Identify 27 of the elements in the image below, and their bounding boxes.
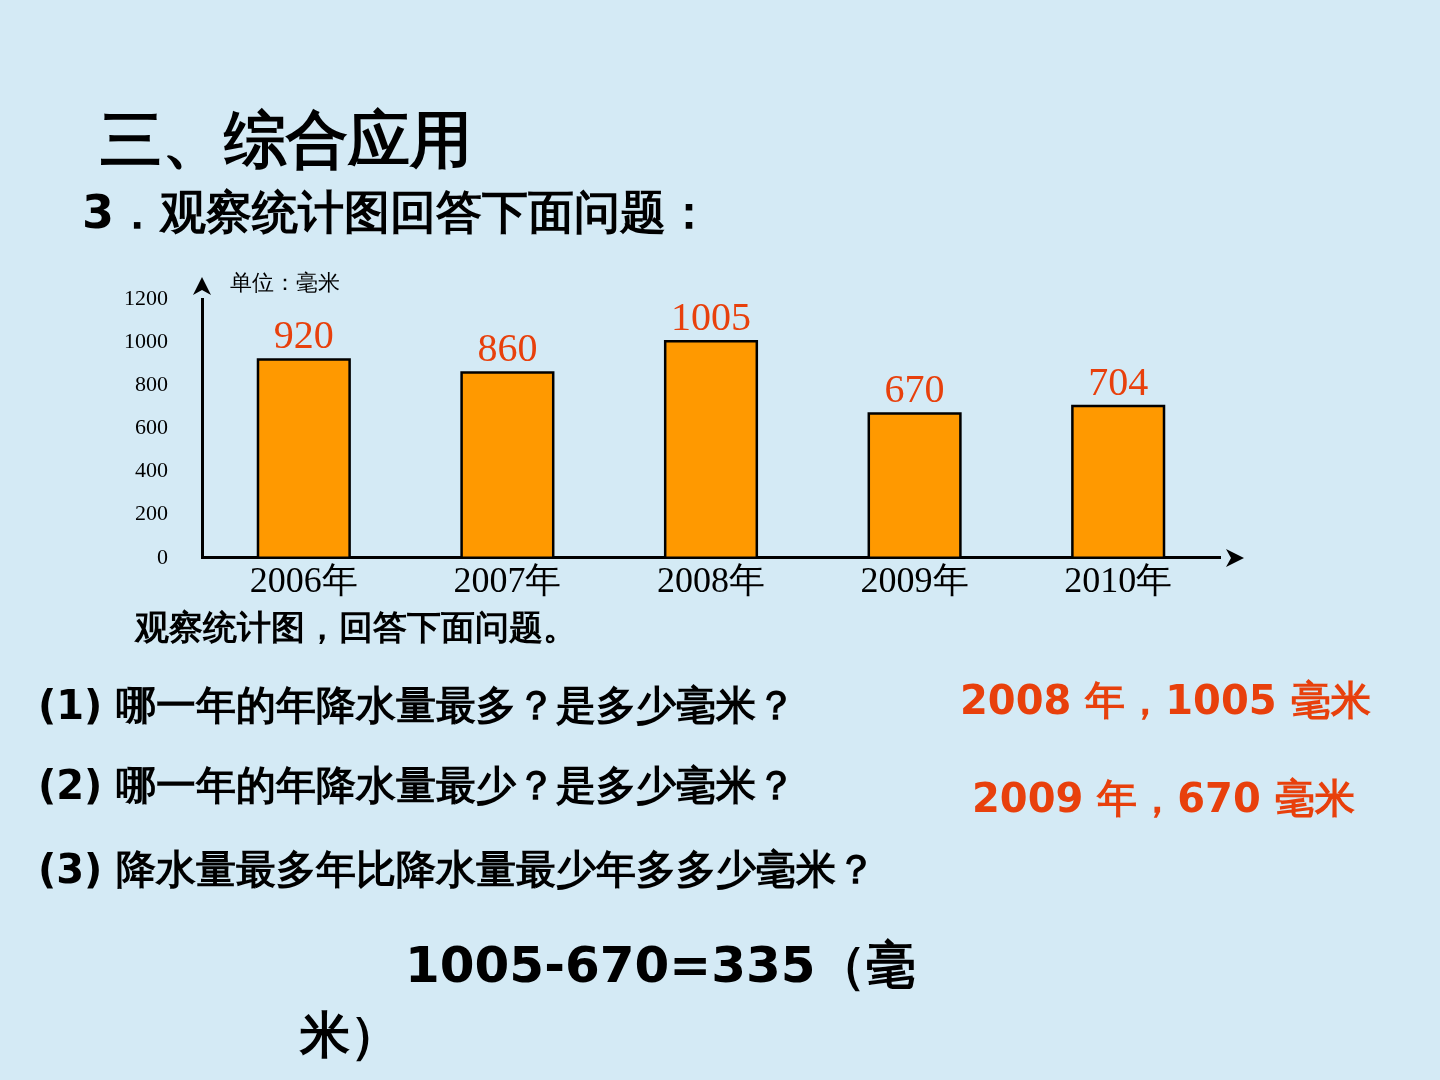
data-label: 670 [884, 365, 945, 411]
y-tick-label: 800 [135, 371, 168, 397]
text: 1005-670=335（毫米） [300, 935, 917, 1066]
y-tick-label: 200 [135, 500, 168, 526]
y-tick-label: 400 [135, 457, 168, 483]
data-label: 704 [1088, 358, 1149, 404]
x-tick-label: 2007年 [453, 559, 562, 600]
data-label: 1005 [671, 293, 751, 339]
x-tick-label: 2008年 [657, 559, 765, 600]
y-tick-label: 0 [157, 543, 168, 569]
y-tick-label: 1200 [124, 284, 168, 310]
text: (2) 哪一年的年降水量最少？是多少毫米？ [38, 761, 797, 810]
text: (1) 哪一年的年降水量最多？是多少毫米？ [38, 681, 797, 730]
chart-subtitle: 3．观察统计图回答下面问题： [82, 184, 713, 241]
data-label: 920 [273, 312, 334, 358]
y-axis-title: 单位：毫米 [230, 269, 340, 295]
x-tick-label: 2009年 [860, 559, 969, 600]
text: (3) 降水量最多年比降水量最少年多多少毫米？ [38, 845, 877, 894]
x-tick-label: 2006年 [249, 559, 358, 600]
data-label: 860 [477, 324, 538, 370]
x-tick-label: 2010年 [1064, 559, 1173, 600]
chart-title: 三、综合应用 [100, 102, 472, 178]
y-tick-label: 1000 [124, 328, 168, 354]
text: 2008 年，1005 毫米 [960, 676, 1372, 725]
y-tick-label: 600 [135, 414, 168, 440]
text: 观察统计图，回答下面问题。 [135, 606, 577, 649]
text: 2009 年，670 毫米 [972, 774, 1356, 823]
